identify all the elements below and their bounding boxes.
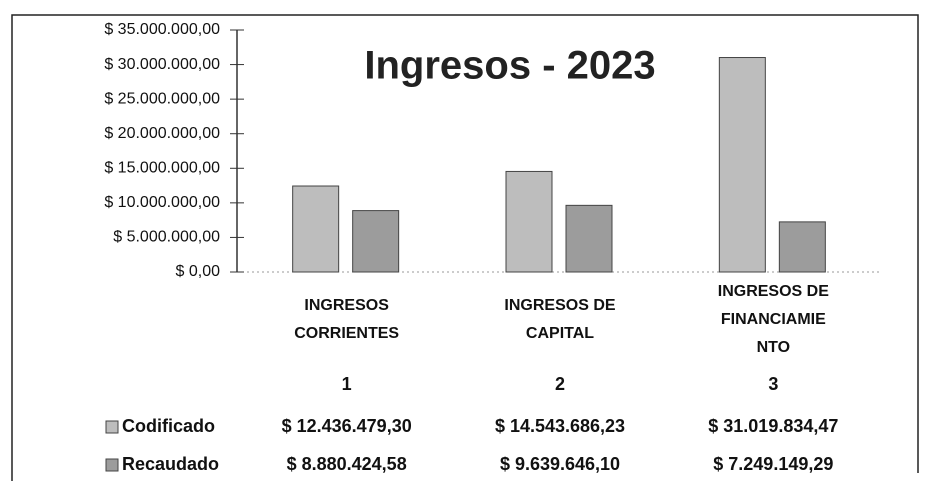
y-tick-label: $ 25.000.000,00 xyxy=(104,90,220,107)
value-label: $ 8.880.424,58 xyxy=(287,454,407,474)
legend-label: Recaudado xyxy=(122,454,219,474)
category-number: 1 xyxy=(342,374,352,394)
x-tick-label-line: CORRIENTES xyxy=(294,325,399,342)
y-tick-label: $ 30.000.000,00 xyxy=(104,56,220,73)
chart-title: Ingresos - 2023 xyxy=(364,44,655,88)
x-tick-label-line: INGRESOS DE xyxy=(718,283,829,300)
y-tick-label: $ 20.000.000,00 xyxy=(104,125,220,142)
y-tick-label: $ 5.000.000,00 xyxy=(113,229,220,246)
x-tick-label-line: CAPITAL xyxy=(526,325,594,342)
value-label: $ 9.639.646,10 xyxy=(500,454,620,474)
x-tick-label: INGRESOS DE FINANCIAMIE NTO xyxy=(718,283,829,356)
y-tick-label: $ 0,00 xyxy=(176,263,221,280)
legend-swatch xyxy=(105,458,119,472)
y-tick-label: $ 15.000.000,00 xyxy=(104,160,220,177)
value-label: $ 12.436.479,30 xyxy=(282,416,412,436)
value-label: $ 14.543.686,23 xyxy=(495,416,625,436)
x-tick-label-line: INGRESOS xyxy=(304,297,389,314)
y-tick-label: $ 35.000.000,00 xyxy=(104,21,220,38)
value-label: $ 7.249.149,29 xyxy=(713,454,833,474)
x-tick-label: INGRESOS CORRIENTES xyxy=(294,297,399,342)
bar xyxy=(565,204,613,273)
x-tick-label-line: NTO xyxy=(757,339,790,356)
legend-label: Codificado xyxy=(122,416,215,436)
x-tick-label-line: INGRESOS DE xyxy=(504,297,615,314)
frame xyxy=(11,14,919,481)
bar xyxy=(292,185,340,273)
bar xyxy=(778,221,826,273)
category-number: 2 xyxy=(555,374,565,394)
bar xyxy=(505,170,553,273)
legend-swatch xyxy=(105,420,119,434)
bar xyxy=(718,57,766,273)
bar xyxy=(352,210,400,273)
category-number: 3 xyxy=(768,374,778,394)
y-tick-label: $ 10.000.000,00 xyxy=(104,194,220,211)
value-label: $ 31.019.834,47 xyxy=(708,416,838,436)
x-tick-label: INGRESOS DE CAPITAL xyxy=(504,297,615,342)
x-tick-label-line: FINANCIAMIE xyxy=(721,311,826,328)
